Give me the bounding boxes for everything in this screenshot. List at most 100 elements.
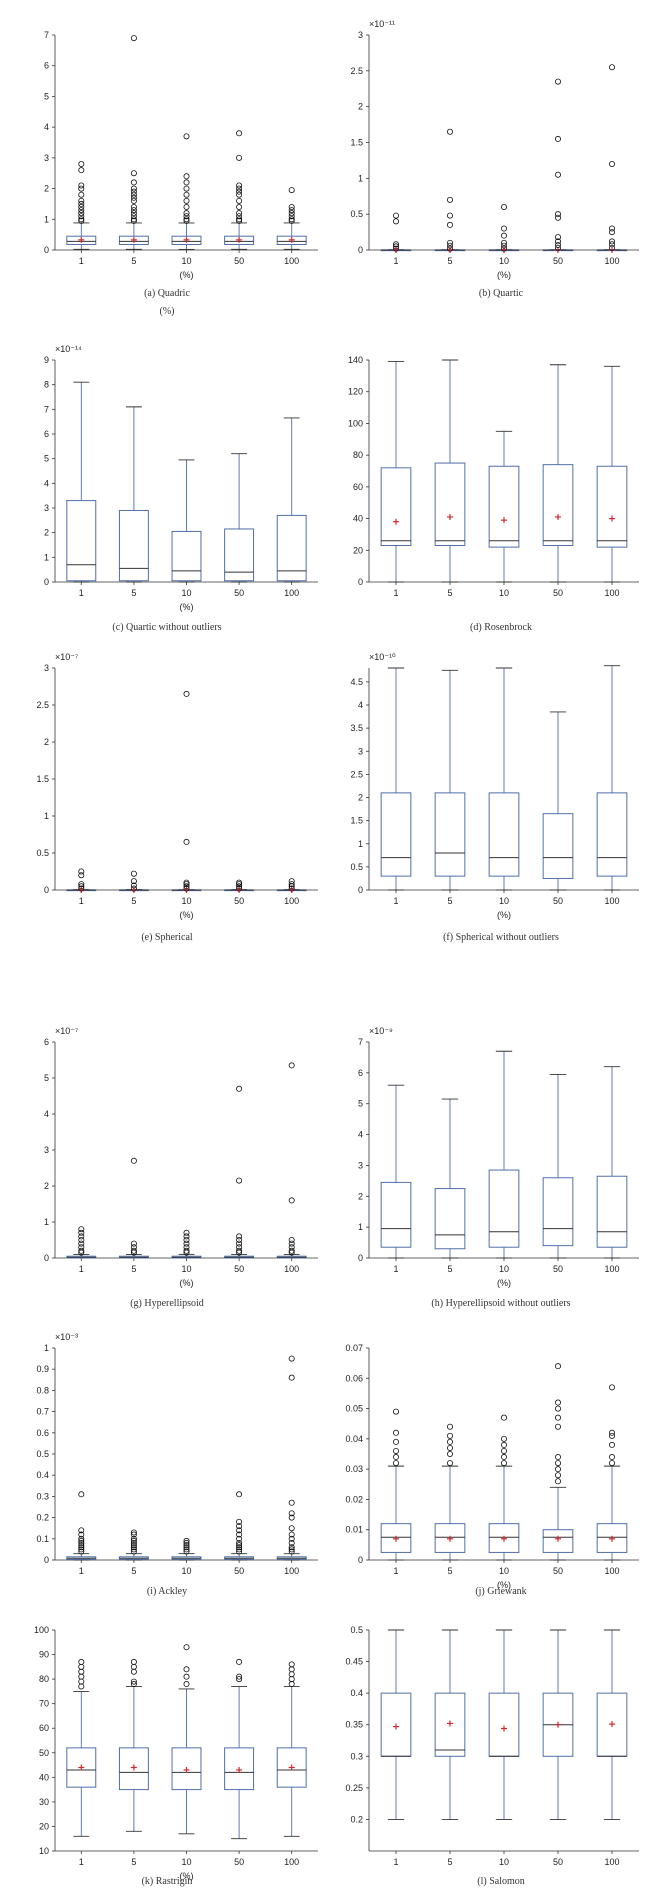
box-body (488, 1692, 520, 1757)
y-tick-label: 0 (44, 245, 49, 255)
box-outlier-point (78, 1548, 85, 1555)
box-outlier-point (500, 203, 507, 210)
x-tick-label: 5 (447, 896, 452, 906)
box-outlier-point (236, 1233, 243, 1240)
box-outlier-point (78, 1535, 85, 1542)
box-body (118, 1747, 149, 1791)
box-outlier-point (130, 1247, 137, 1254)
box-outlier-point (183, 1681, 190, 1688)
y-tick-label: 40 (39, 1772, 49, 1782)
box-outlier-point (288, 1681, 295, 1688)
y-tick-label: 0.7 (36, 1407, 49, 1417)
box-outlier-point (130, 870, 137, 877)
y-tick-label: 7 (44, 404, 49, 414)
box-body (224, 1747, 255, 1791)
box-body (596, 1523, 628, 1553)
box-outlier-point (500, 1454, 507, 1461)
box-outlier-point (500, 225, 507, 232)
box-outlier-point (608, 1454, 615, 1461)
box-outlier-point (288, 878, 295, 885)
box-outlier-point (130, 213, 137, 220)
y-tick-label: 0.3 (350, 1751, 363, 1761)
y-exponent-label: ×10⁻³ (55, 1332, 78, 1342)
box-outlier-point (500, 1441, 507, 1448)
y-exponent-label: ×10⁻¹¹ (369, 19, 395, 29)
box-outlier-point (288, 885, 295, 892)
box-outlier-point (608, 64, 615, 71)
chart-rastrigin: 10 20 30 40 50 60 70 80 90 100 1 5 10 50 100 (%) (34, 1625, 318, 1881)
box-outlier-point (393, 1429, 400, 1436)
box-outlier-point (130, 203, 137, 210)
box-outlier-point (130, 170, 137, 177)
y-tick-label: 1 (44, 811, 49, 821)
box-outlier-point (130, 1537, 137, 1544)
y-tick-label: 2 (44, 528, 49, 538)
y-tick-label: 0.9 (36, 1364, 49, 1374)
x-tick-label: 1 (393, 1857, 398, 1867)
box-outlier-point (183, 879, 190, 886)
box-body (276, 235, 307, 245)
box-outlier-point (130, 1548, 137, 1555)
chart-hyperellipsoid: 0 1 2 3 4 5 6 ×10⁻⁷ 1 5 10 50 100 (%) (44, 1026, 318, 1288)
box-outlier-point (554, 1472, 561, 1479)
y-tick-label: 0.07 (345, 1343, 363, 1353)
box-outlier-point (447, 1438, 454, 1445)
box-body (434, 1188, 466, 1250)
x-tick-label: 50 (553, 1264, 563, 1274)
box-outlier-point (78, 1244, 85, 1251)
y-tick-label: 0 (358, 577, 363, 587)
box-outlier-point (130, 885, 137, 892)
box-outlier-point (78, 213, 85, 220)
box-outlier-point (78, 207, 85, 214)
box-outlier-point (288, 1240, 295, 1247)
y-tick-label: 20 (353, 545, 363, 555)
box-outlier-point (130, 1678, 137, 1685)
box-body (488, 1169, 520, 1248)
box-body (380, 1181, 412, 1248)
y-tick-label: 6 (44, 61, 49, 71)
y-tick-label: 70 (39, 1699, 49, 1709)
box-outlier-point (130, 1663, 137, 1670)
box-outlier-point (183, 185, 190, 192)
y-tick-label: 1 (44, 1343, 49, 1353)
y-tick-label: 4 (358, 700, 363, 710)
y-tick-label: 1 (44, 214, 49, 224)
box-outlier-point (554, 1460, 561, 1467)
y-tick-label: 60 (39, 1723, 49, 1733)
x-tick-label: 50 (234, 1566, 244, 1576)
box-outlier-point (288, 1355, 295, 1362)
chart-panel-ackley: 0 0.1 0.2 0.3 0.4 0.5 0.6 0.7 0.8 0.9 1 ×10⁻³ 1 5 10 50… (0, 1320, 334, 1610)
chart-panel-spherical-without-outliers: 0 0.5 1 1.5 2 2.5 3 3.5 4 4.5 ×10⁻¹⁰ 1 5 10 50 100 (%) (… (334, 650, 668, 950)
box-outlier-point (608, 241, 615, 248)
y-tick-label: 5 (44, 1073, 49, 1083)
box-outlier-point (130, 185, 137, 192)
y-tick-label: 9 (44, 355, 49, 365)
x-tick-label: 1 (393, 1264, 398, 1274)
y-tick-label: 2 (358, 1191, 363, 1201)
box-outlier-point (236, 1085, 243, 1092)
y-tick-label: 5 (358, 1099, 363, 1109)
box-outlier-point (183, 690, 190, 697)
x-tick-label: 10 (181, 1857, 191, 1867)
box-outlier-point (78, 1546, 85, 1553)
box-body (434, 792, 466, 877)
x-tick-label: 5 (447, 1264, 452, 1274)
box-outlier-point (236, 130, 243, 137)
y-tick-label: 3 (44, 663, 49, 673)
box-outlier-point (183, 217, 190, 224)
y-tick-label: 2 (44, 184, 49, 194)
y-tick-label: 2 (358, 102, 363, 112)
x-tick-label: 50 (234, 256, 244, 266)
x-axis-label: (%) (497, 1278, 511, 1288)
box-outlier-point (183, 210, 190, 217)
box-outlier-point (447, 1432, 454, 1439)
x-tick-label: 50 (234, 896, 244, 906)
box-outlier-point (130, 207, 137, 214)
chart-hyperellipsoid-without-outliers: 0 1 2 3 4 5 6 7 ×10⁻⁹ 1 5 10 50 100 (%) (358, 1026, 639, 1288)
box-outlier-point (554, 1405, 561, 1412)
x-tick-label: 100 (604, 1857, 619, 1867)
x-tick-label: 5 (131, 896, 136, 906)
box-body (380, 1523, 412, 1553)
box-outlier-point (236, 1673, 243, 1680)
box-outlier-point (78, 216, 85, 223)
